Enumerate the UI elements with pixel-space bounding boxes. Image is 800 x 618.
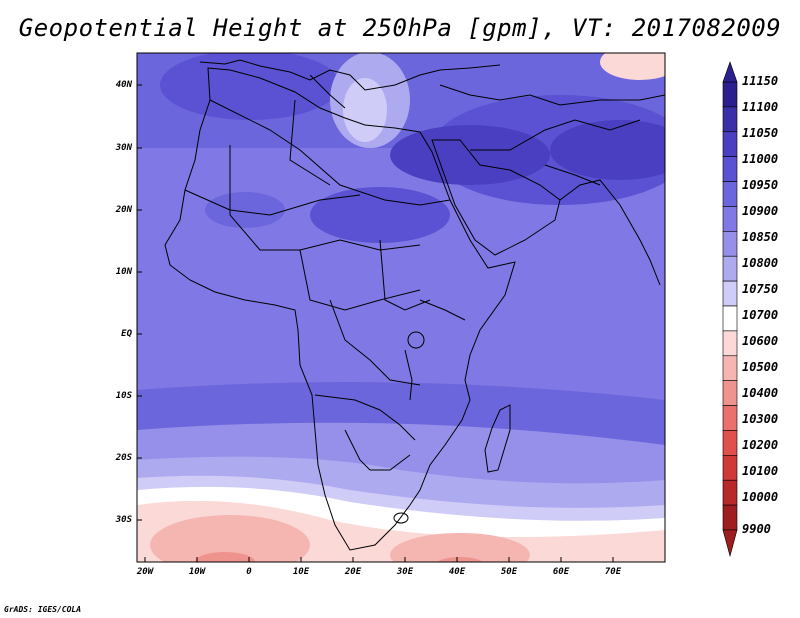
colorbar-label: 10500	[742, 360, 779, 374]
lat-label-20n: 20N	[115, 205, 132, 215]
colorbar-swatch	[722, 430, 738, 456]
colorbar-swatch	[722, 106, 738, 133]
lon-label-60e: 60E	[552, 567, 570, 577]
colorbar-label: 10700	[742, 308, 779, 322]
lat-label-10s: 10S	[115, 391, 132, 401]
colorbar	[722, 61, 738, 558]
colorbar-swatch	[722, 455, 738, 481]
colorbar-swatch	[722, 330, 738, 357]
axis-ticks	[137, 84, 614, 562]
colorbar-label: 10900	[742, 204, 779, 218]
colorbar-swatch	[722, 81, 738, 108]
colorbar-label: 10400	[742, 386, 779, 400]
shaded-field	[137, 53, 665, 562]
lon-label-40e: 40E	[448, 567, 466, 577]
colorbar-label: 11100	[742, 100, 779, 114]
coastlines	[164, 59, 665, 551]
colorbar-label: 11000	[742, 152, 779, 166]
map-title: Geopotential Height at 250hPa [gpm], VT:…	[18, 14, 782, 42]
lon-label-20w: 20W	[136, 567, 154, 577]
colorbar-label: 10200	[742, 438, 779, 452]
lon-label-10w: 10W	[188, 567, 206, 577]
colorbar-top-arrow	[722, 61, 738, 83]
colorbar-label: 10850	[742, 230, 779, 244]
lon-label-20e: 20E	[344, 567, 362, 577]
colorbar-swatch	[722, 231, 738, 257]
lon-label-0: 0	[246, 567, 252, 577]
colorbar-label: 11150	[742, 74, 779, 88]
colorbar-label: 10300	[742, 412, 779, 426]
lat-label-eq: EQ	[121, 329, 132, 339]
plot-frame	[136, 52, 666, 563]
lat-label-40n: 40N	[115, 80, 132, 90]
colorbar-label: 11050	[742, 126, 779, 140]
lon-label-10e: 10E	[292, 567, 310, 577]
colorbar-label: 10000	[742, 490, 779, 504]
colorbar-label: 10600	[742, 334, 779, 348]
lat-label-30s: 30S	[115, 515, 132, 525]
colorbar-swatch	[722, 305, 738, 332]
lon-label-50e: 50E	[500, 567, 518, 577]
lat-label-30n: 30N	[115, 143, 132, 153]
colorbar-swatch	[722, 405, 738, 431]
colorbar-swatch	[722, 479, 738, 506]
colorbar-swatch	[722, 380, 738, 406]
colorbar-swatch	[722, 156, 738, 182]
colorbar-label: 10750	[742, 282, 779, 296]
colorbar-label: 10800	[742, 256, 779, 270]
colorbar-swatch	[722, 280, 738, 307]
colorbar-swatch	[722, 504, 738, 531]
credit-text: GrADS: IGES/COLA	[4, 605, 82, 614]
colorbar-label: 10950	[742, 178, 779, 192]
lat-label-20s: 20S	[115, 453, 132, 463]
colorbar-label: 10100	[742, 464, 779, 478]
lon-label-30e: 30E	[396, 567, 414, 577]
colorbar-swatch	[722, 255, 738, 282]
colorbar-swatch	[722, 206, 738, 232]
colorbar-label: 9900	[742, 522, 771, 536]
lat-label-10n: 10N	[115, 267, 132, 277]
colorbar-bottom-arrow	[722, 529, 738, 558]
colorbar-swatch	[722, 355, 738, 381]
colorbar-swatch	[722, 181, 738, 207]
colorbar-swatch	[722, 131, 738, 157]
lon-label-70e: 70E	[604, 567, 622, 577]
